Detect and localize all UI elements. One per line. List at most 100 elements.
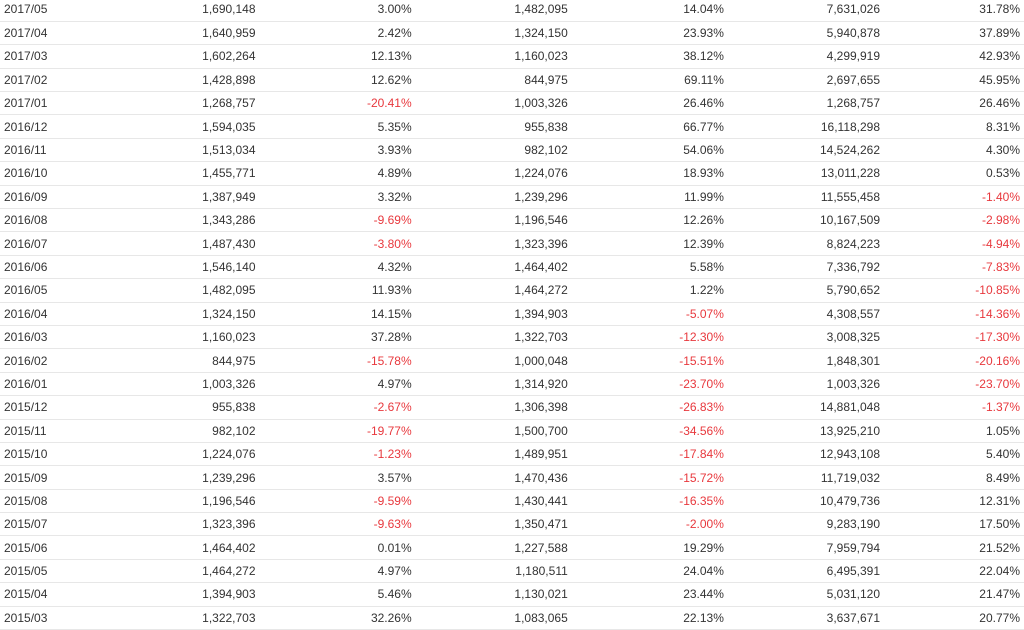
date-cell: 2016/09 <box>0 185 133 210</box>
value-cell: 1,464,272 <box>132 559 260 584</box>
table-row: 2016/09 1,387,949 3.32% 1,239,296 11.99% 11,5… <box>0 185 1024 210</box>
table-row: 2015/11 982,102 -19.77% 1,500,700 -34.56% 13,… <box>0 419 1024 443</box>
table-row: 2015/09 1,239,296 3.57% 1,470,436 -15.72% 11,… <box>0 465 1024 490</box>
change2-cell: -16.35% <box>571 489 728 514</box>
change-cell: 2.42% <box>259 21 416 46</box>
change2-cell: 14.04% <box>571 0 728 22</box>
change-cell: -2.67% <box>259 395 416 420</box>
cumulative-change-cell: 8.49% <box>884 465 1024 490</box>
date-cell: 2016/10 <box>0 161 133 186</box>
cumulative-change-cell: -20.16% <box>884 348 1024 373</box>
value2-cell: 955,838 <box>415 114 572 139</box>
date-cell: 2015/05 <box>0 559 133 584</box>
change-cell: 12.62% <box>259 68 416 93</box>
table-row: 2017/02 1,428,898 12.62% 844,975 69.11% 2,697… <box>0 68 1024 93</box>
change2-cell: -23.70% <box>571 372 728 397</box>
value2-cell: 1,350,471 <box>415 512 572 537</box>
table-row: 2016/04 1,324,150 14.15% 1,394,903 -5.07% 4,3… <box>0 302 1024 326</box>
change-cell: 37.28% <box>259 325 416 350</box>
date-cell: 2015/10 <box>0 442 133 467</box>
cumulative-cell: 1,268,757 <box>727 91 885 116</box>
date-cell: 2016/06 <box>0 255 133 280</box>
cumulative-cell: 10,479,736 <box>727 489 885 514</box>
cumulative-cell: 11,719,032 <box>727 465 885 490</box>
value-cell: 1,690,148 <box>132 0 260 22</box>
cumulative-cell: 6,495,391 <box>727 559 885 584</box>
value2-cell: 1,224,076 <box>415 161 572 186</box>
cumulative-cell: 3,008,325 <box>727 325 885 350</box>
change2-cell: 19.29% <box>571 535 728 560</box>
value-cell: 1,322,703 <box>132 606 260 630</box>
value-cell: 1,003,326 <box>132 372 260 397</box>
table-row: 2016/12 1,594,035 5.35% 955,838 66.77% 16,118… <box>0 114 1024 139</box>
cumulative-change-cell: 42.93% <box>884 44 1024 69</box>
cumulative-cell: 4,299,919 <box>727 44 885 69</box>
change2-cell: -34.56% <box>571 419 728 443</box>
change-cell: 3.57% <box>259 465 416 490</box>
cumulative-change-cell: 1.05% <box>884 419 1024 443</box>
change-cell: -1.23% <box>259 442 416 467</box>
table-row: 2016/01 1,003,326 4.97% 1,314,920 -23.70% 1,0… <box>0 372 1024 397</box>
table-row: 2015/03 1,322,703 32.26% 1,083,065 22.13% 3,6… <box>0 606 1024 630</box>
cumulative-change-cell: 26.46% <box>884 91 1024 116</box>
change-cell: 3.00% <box>259 0 416 22</box>
date-cell: 2017/02 <box>0 68 133 93</box>
value-cell: 1,160,023 <box>132 325 260 350</box>
value2-cell: 1,239,296 <box>415 185 572 210</box>
cumulative-change-cell: 12.31% <box>884 489 1024 514</box>
change2-cell: -15.51% <box>571 348 728 373</box>
change2-cell: 66.77% <box>571 114 728 139</box>
cumulative-cell: 3,637,671 <box>727 606 885 630</box>
change-cell: -9.69% <box>259 208 416 233</box>
change-cell: -15.78% <box>259 348 416 373</box>
value-cell: 1,602,264 <box>132 44 260 69</box>
cumulative-change-cell: 45.95% <box>884 68 1024 93</box>
cumulative-cell: 11,555,458 <box>727 185 885 210</box>
value-cell: 1,224,076 <box>132 442 260 467</box>
value-cell: 1,323,396 <box>132 512 260 537</box>
table-row: 2016/05 1,482,095 11.93% 1,464,272 1.22% 5,79… <box>0 278 1024 303</box>
table-row: 2015/04 1,394,903 5.46% 1,130,021 23.44% 5,03… <box>0 582 1024 607</box>
cumulative-change-cell: 21.47% <box>884 582 1024 607</box>
table-row: 2017/05 1,690,148 3.00% 1,482,095 14.04% 7,63… <box>0 0 1024 22</box>
cumulative-cell: 5,940,878 <box>727 21 885 46</box>
change-cell: 3.32% <box>259 185 416 210</box>
change2-cell: 5.58% <box>571 255 728 280</box>
value2-cell: 1,489,951 <box>415 442 572 467</box>
cumulative-cell: 10,167,509 <box>727 208 885 233</box>
value-cell: 1,482,095 <box>132 278 260 303</box>
cumulative-cell: 1,003,326 <box>727 372 885 397</box>
table-row: 2015/08 1,196,546 -9.59% 1,430,441 -16.35% 10… <box>0 489 1024 514</box>
value2-cell: 1,227,588 <box>415 535 572 560</box>
change2-cell: 12.26% <box>571 208 728 233</box>
change2-cell: 54.06% <box>571 138 728 163</box>
cumulative-change-cell: 37.89% <box>884 21 1024 46</box>
change-cell: 32.26% <box>259 606 416 630</box>
value-cell: 955,838 <box>132 395 260 420</box>
date-cell: 2015/03 <box>0 606 133 630</box>
date-cell: 2016/07 <box>0 231 133 256</box>
date-cell: 2015/12 <box>0 395 133 420</box>
value2-cell: 1,306,398 <box>415 395 572 420</box>
table-row: 2015/05 1,464,272 4.97% 1,180,511 24.04% 6,49… <box>0 559 1024 584</box>
change2-cell: 12.39% <box>571 231 728 256</box>
cumulative-change-cell: 5.40% <box>884 442 1024 467</box>
value-cell: 1,513,034 <box>132 138 260 163</box>
date-cell: 2016/12 <box>0 114 133 139</box>
cumulative-cell: 1,848,301 <box>727 348 885 373</box>
date-cell: 2016/02 <box>0 348 133 373</box>
cumulative-cell: 7,959,794 <box>727 535 885 560</box>
cumulative-change-cell: 0.53% <box>884 161 1024 186</box>
change-cell: 3.93% <box>259 138 416 163</box>
change2-cell: 23.44% <box>571 582 728 607</box>
date-cell: 2017/03 <box>0 44 133 69</box>
cumulative-cell: 9,283,190 <box>727 512 885 537</box>
value-cell: 1,428,898 <box>132 68 260 93</box>
value-cell: 1,455,771 <box>132 161 260 186</box>
value2-cell: 1,083,065 <box>415 606 572 630</box>
cumulative-change-cell: -10.85% <box>884 278 1024 303</box>
change2-cell: 11.99% <box>571 185 728 210</box>
change2-cell: 38.12% <box>571 44 728 69</box>
change-cell: 4.97% <box>259 559 416 584</box>
